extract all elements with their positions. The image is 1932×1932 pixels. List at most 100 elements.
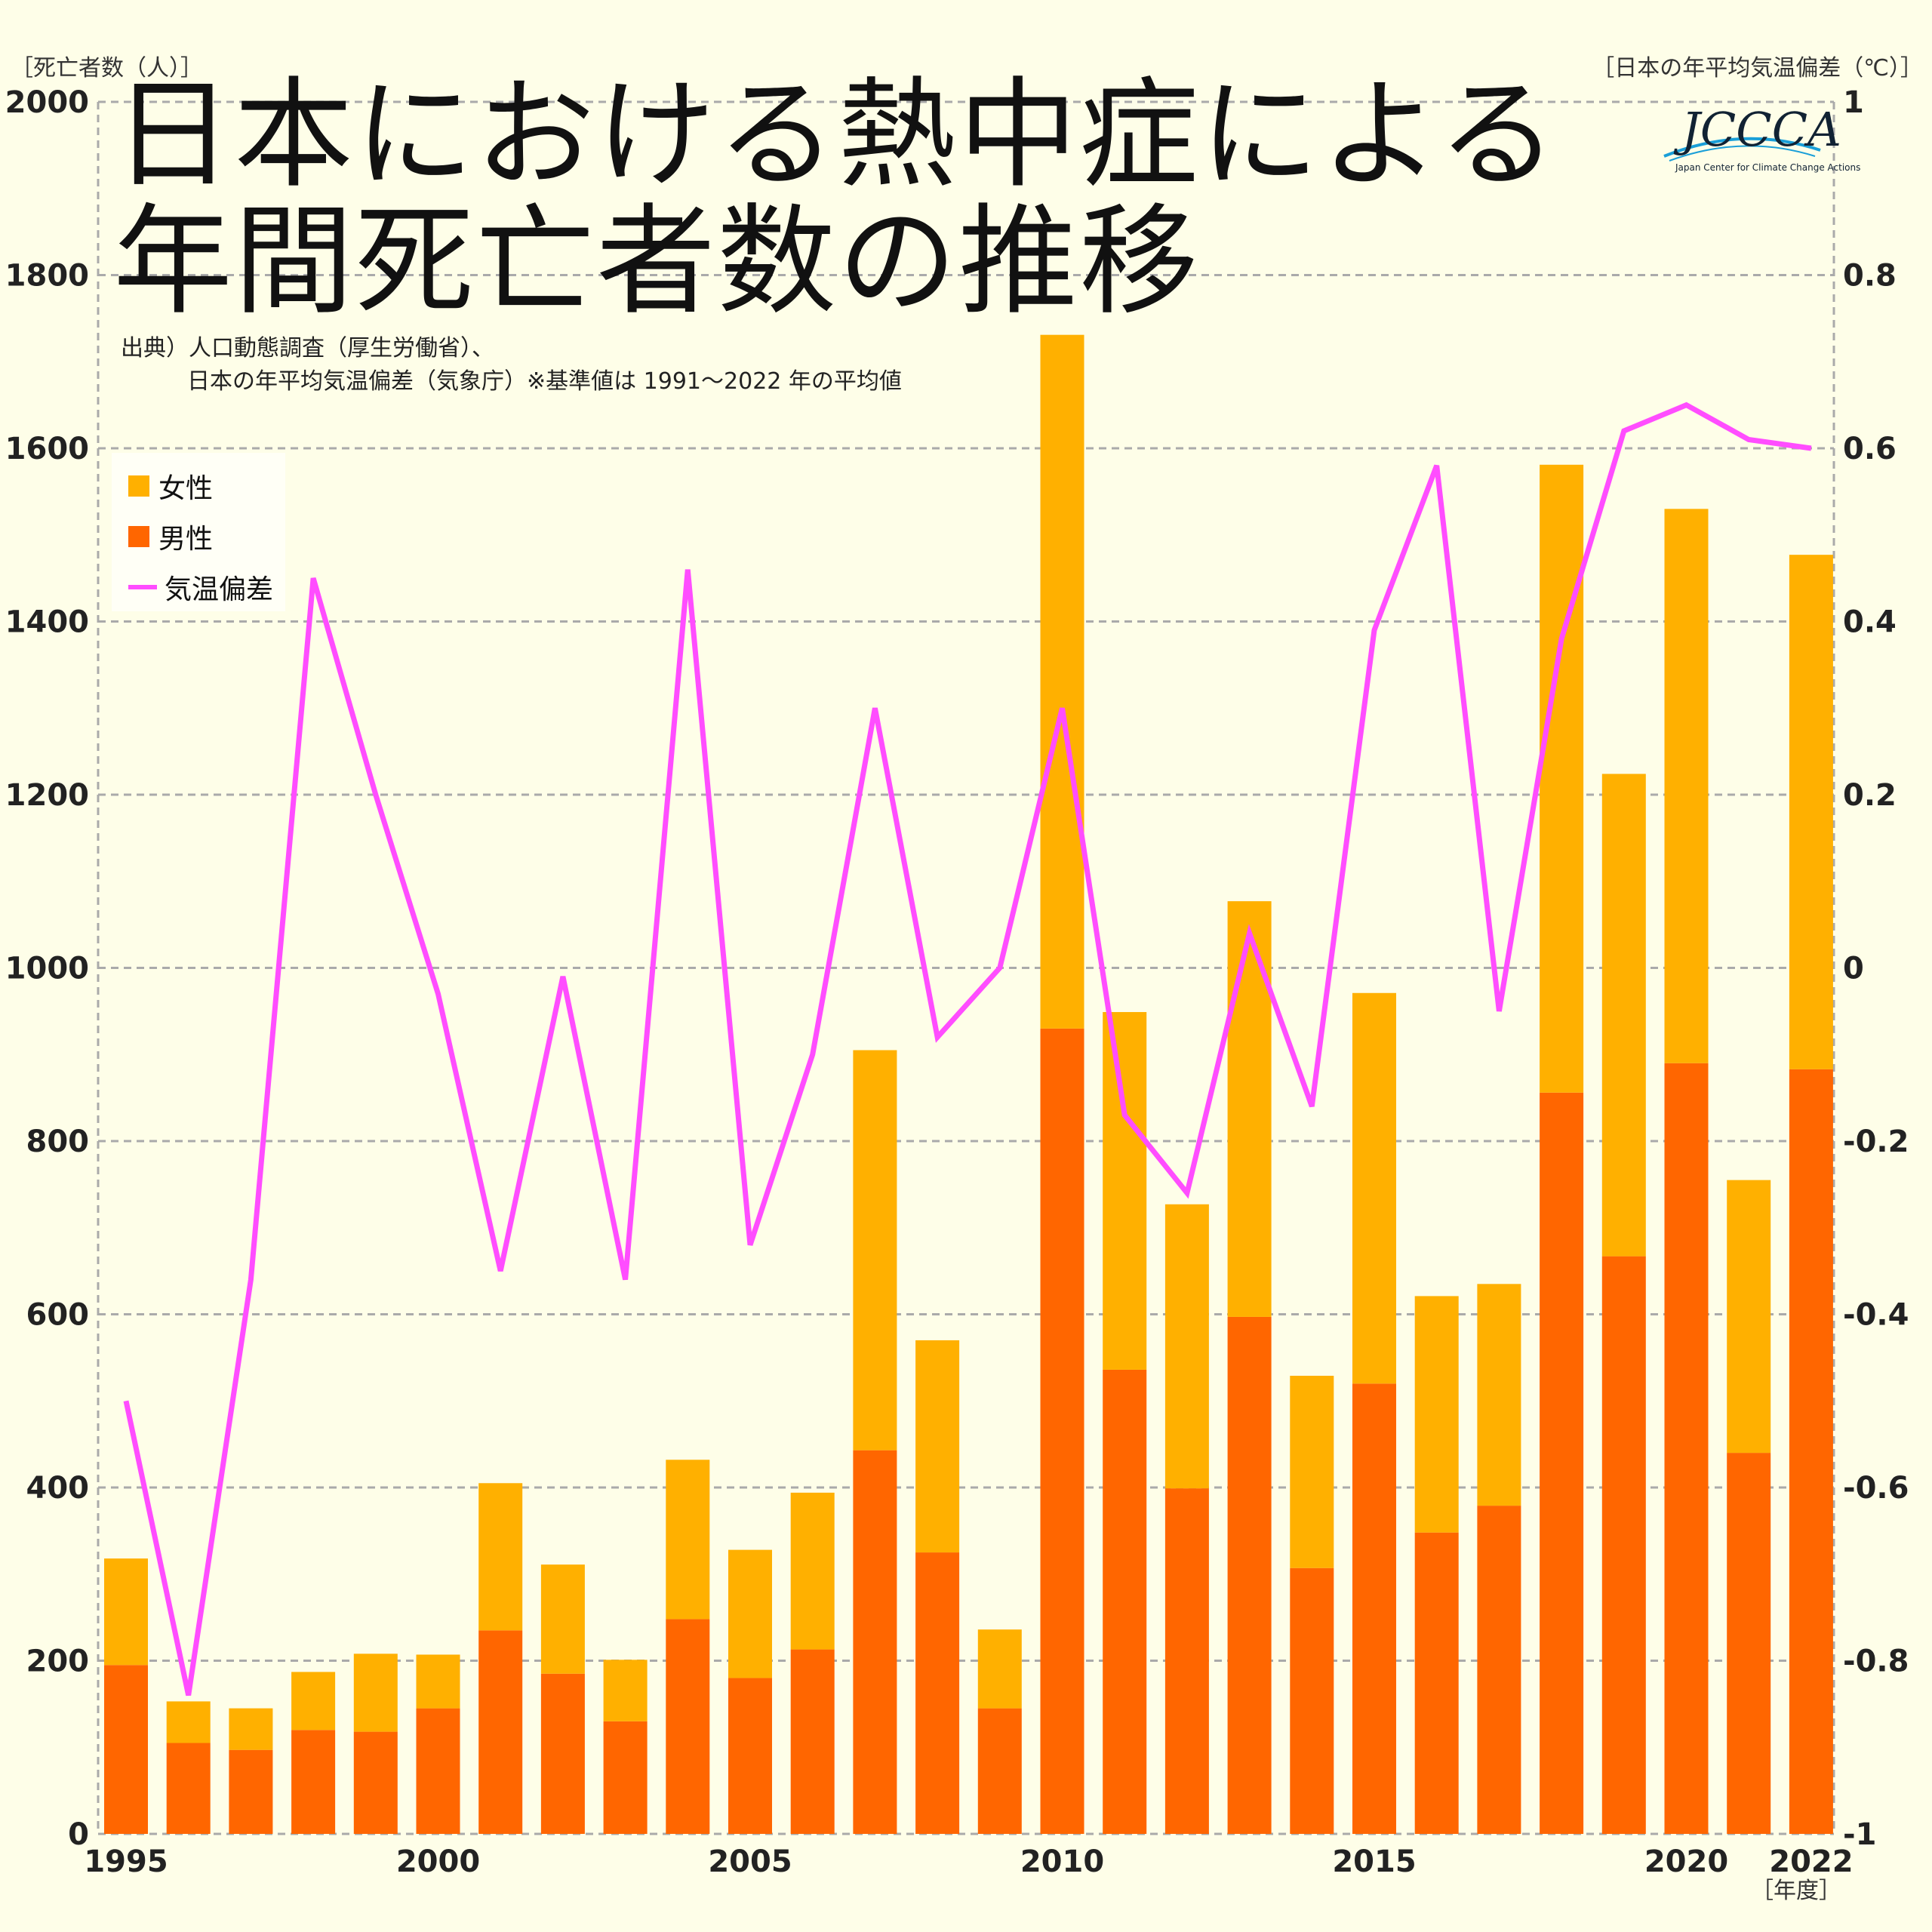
title-line-1: 日本における熱中症による <box>113 66 1559 205</box>
bar-male <box>853 1450 897 1834</box>
right-tick-label: -0.8 <box>1843 1644 1909 1679</box>
left-tick-label: 1000 <box>5 952 89 986</box>
bar-male <box>1414 1532 1459 1834</box>
legend-label-female: 女性 <box>158 473 214 504</box>
legend: 女性 男性 気温偏差 <box>112 453 285 611</box>
bar-female <box>166 1701 211 1743</box>
right-tick-label: -0.2 <box>1843 1124 1909 1159</box>
left-tick-label: 1800 <box>5 259 89 294</box>
bar-female <box>1414 1296 1459 1533</box>
left-tick-label: 1600 <box>5 432 89 466</box>
right-tick-label: 1 <box>1843 85 1864 120</box>
right-tick-label: 0.2 <box>1843 778 1897 813</box>
left-tick-label: 1400 <box>5 605 89 640</box>
left-axis-unit-label: ［死亡者数（人）］ <box>11 55 203 82</box>
logo-text: JCCCA <box>1681 102 1841 157</box>
bar-female <box>666 1460 710 1620</box>
bar-male <box>291 1730 336 1834</box>
bar-female <box>229 1708 273 1750</box>
legend-swatch-temp <box>128 585 157 589</box>
bar-female <box>1727 1180 1771 1454</box>
left-tick-label: 2000 <box>5 85 89 120</box>
right-axis-unit-label: ［日本の年平均気温偏差（℃）］ <box>1592 55 1923 82</box>
bar-male <box>416 1708 460 1834</box>
bar-female <box>853 1050 897 1451</box>
bar-male <box>104 1665 148 1834</box>
bar-male <box>790 1649 835 1834</box>
source-note: 出典）人口動態調査（厚生労働省）、 日本の年平均気温偏差（気象庁）※基準値は 1… <box>121 332 902 398</box>
bar-female <box>1290 1375 1334 1568</box>
bar-male <box>540 1673 585 1834</box>
bar-male <box>1789 1069 1833 1834</box>
legend-item-female: 女性 <box>128 466 213 506</box>
bar-male <box>915 1552 960 1834</box>
bar-female <box>291 1672 336 1730</box>
bar-male <box>1664 1063 1709 1834</box>
bar-female <box>353 1654 398 1732</box>
bar-male <box>353 1731 398 1834</box>
left-tick-label: 400 <box>26 1471 90 1506</box>
bar-female <box>1477 1284 1521 1506</box>
legend-swatch-male <box>128 526 149 547</box>
bar-male <box>1164 1488 1209 1834</box>
right-tick-label: -0.6 <box>1843 1471 1909 1506</box>
bar-female <box>416 1654 460 1709</box>
source-line-1: 出典）人口動態調査（厚生労働省）、 <box>121 335 494 361</box>
jccca-logo: JCCCA Japan Center for Climate Change Ac… <box>1660 102 1860 177</box>
bar-female <box>1227 901 1272 1317</box>
bar-male <box>1040 1028 1084 1834</box>
logo-subtext: Japan Center for Climate Change Actions <box>1675 162 1861 173</box>
bar-female <box>1040 334 1084 1029</box>
legend-swatch-female <box>128 475 149 497</box>
x-tick-label: 2010 <box>1020 1844 1104 1879</box>
axes: 0 200 400 600 800 1000 1200 1400 1600 1800 2000 -1 -… <box>5 85 1909 1879</box>
bar-female <box>1789 555 1833 1069</box>
bar-male <box>1477 1506 1521 1834</box>
legend-label-male: 男性 <box>158 524 214 555</box>
x-tick-label: 2022 <box>1769 1844 1853 1879</box>
title-line-2: 年間死亡者数の推移 <box>113 192 1200 331</box>
bar-female <box>1352 992 1396 1384</box>
bar-male <box>1727 1453 1771 1834</box>
left-tick-label: 200 <box>26 1644 90 1679</box>
x-tick-label: 2005 <box>708 1844 792 1879</box>
bar-female <box>1601 774 1646 1257</box>
right-tick-label: -1 <box>1843 1817 1876 1852</box>
bar-female <box>540 1564 585 1674</box>
x-tick-label: 2015 <box>1332 1844 1416 1879</box>
temperature-series-line <box>123 401 1812 1697</box>
bar-male <box>1601 1256 1646 1834</box>
x-tick-label: 2020 <box>1644 1844 1728 1879</box>
right-tick-label: 0.8 <box>1843 259 1897 294</box>
chart-title: 日本における熱中症による 年間死亡者数の推移 <box>113 72 1558 325</box>
logo-arc-icon <box>1663 137 1821 162</box>
bar-male <box>728 1678 772 1834</box>
x-axis-unit-label: ［年度］ <box>1751 1878 1841 1904</box>
left-tick-label: 0 <box>68 1817 89 1852</box>
bar-female <box>478 1483 523 1631</box>
grid-lines <box>97 100 1835 1835</box>
bar-female <box>1103 1012 1147 1370</box>
bar-female <box>1664 509 1709 1063</box>
x-tick-label: 1995 <box>84 1844 168 1879</box>
bar-male <box>603 1721 648 1834</box>
right-tick-label: 0.6 <box>1843 432 1897 466</box>
bar-male <box>1352 1383 1396 1834</box>
right-tick-label: -0.4 <box>1843 1298 1909 1333</box>
bar-female <box>977 1629 1022 1709</box>
bar-female <box>1540 464 1584 1093</box>
right-tick-label: 0 <box>1843 952 1864 986</box>
bar-female <box>728 1549 772 1678</box>
bar-female <box>790 1492 835 1650</box>
bar-female <box>915 1340 960 1553</box>
right-tick-label: 0.4 <box>1843 605 1897 640</box>
bar-female <box>1164 1204 1209 1489</box>
left-tick-label: 800 <box>26 1124 90 1159</box>
source-line-2: 日本の年平均気温偏差（気象庁）※基準値は 1991～2022 年の平均値 <box>187 368 902 395</box>
legend-item-male: 男性 <box>128 517 213 556</box>
left-tick-label: 600 <box>26 1298 90 1333</box>
left-tick-label: 1200 <box>5 778 89 813</box>
legend-item-temp: 気温偏差 <box>128 568 273 607</box>
bar-male <box>1290 1567 1334 1834</box>
bar-male <box>478 1630 523 1834</box>
